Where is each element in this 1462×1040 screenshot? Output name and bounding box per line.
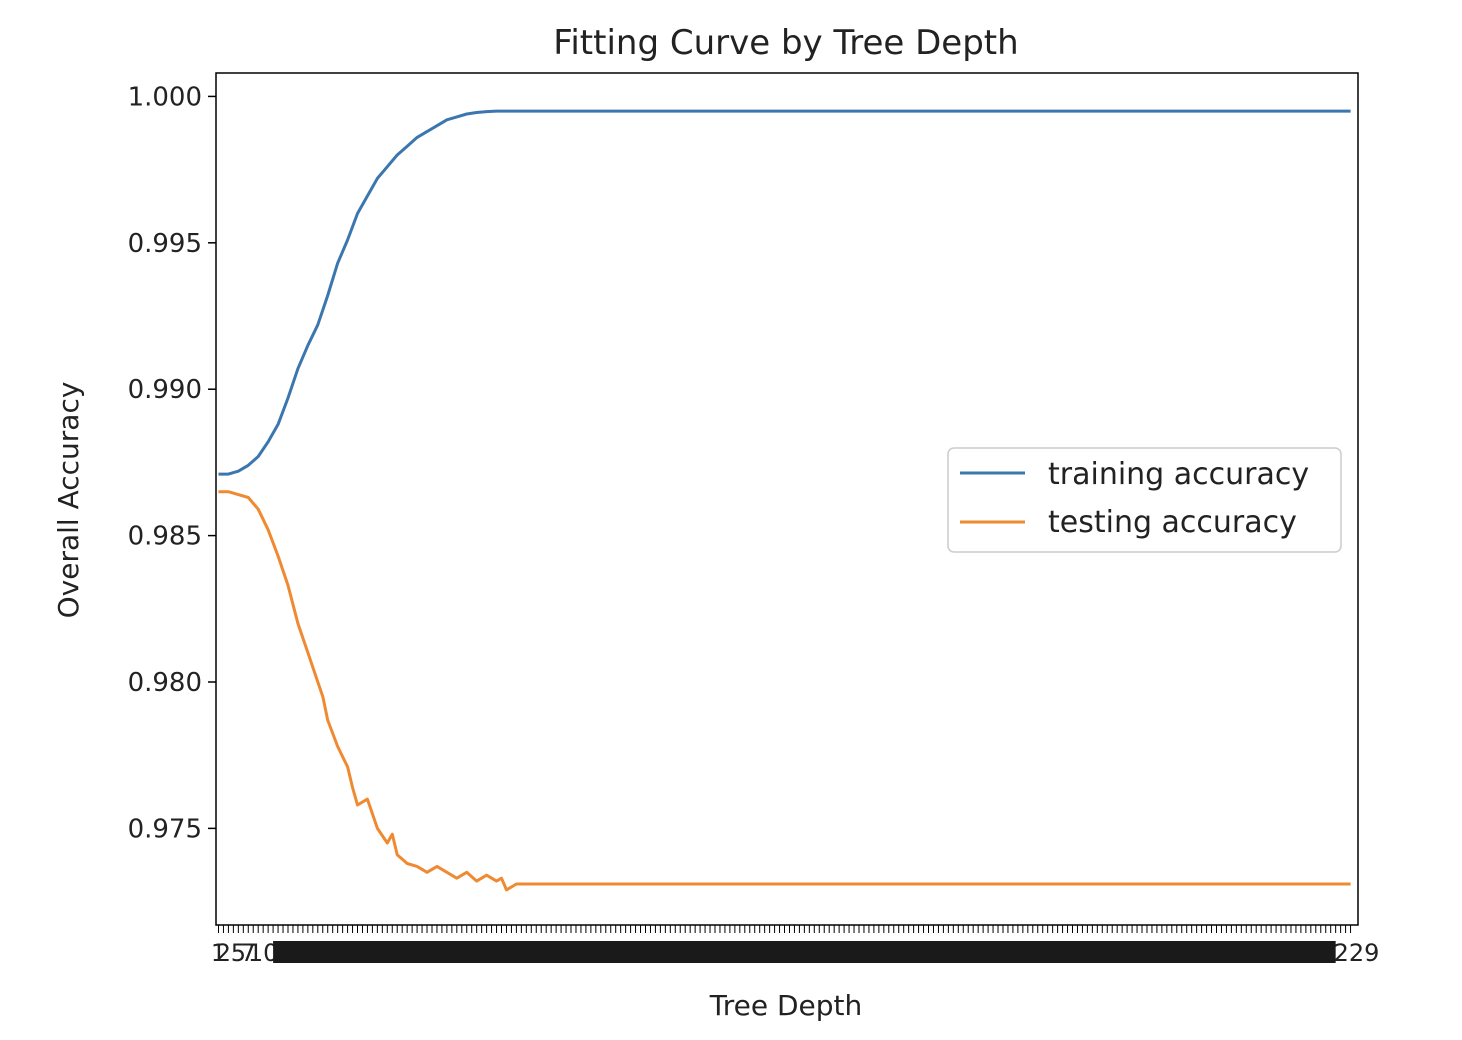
y-tick-label: 0.995 [128,229,202,259]
series-line-testing [218,490,1351,892]
series-line-training [218,109,1351,476]
plot-frame [215,72,1359,926]
chart-title: Fitting Curve by Tree Depth [553,23,1018,63]
plot-area [218,109,1351,892]
y-tick-label: 0.990 [128,375,202,405]
x-tick-label: 1 [211,939,226,967]
x-tick-label: 229 [1334,939,1380,967]
legend: training accuracy testing accuracy [947,447,1342,553]
x-tick-label-overlap [273,941,1336,963]
y-axis-label: Overall Accuracy [52,382,85,619]
y-tick-label: 1.000 [128,82,202,112]
y-tick-label: 0.985 [128,522,202,552]
y-axis-ticks: 0.975 0.980 0.985 0.990 0.995 1.000 [128,82,216,844]
legend-label-testing: testing accuracy [1048,505,1297,540]
x-axis-label: Tree Depth [709,989,863,1022]
x-tick-label: 7 [241,939,256,967]
x-tick-label: 2 [216,939,231,967]
legend-frame [947,447,1342,553]
y-tick-label: 0.975 [128,814,202,844]
y-tick-label: 0.980 [128,668,202,698]
legend-label-training: training accuracy [1048,457,1309,492]
x-tick-label: 5 [231,939,246,967]
